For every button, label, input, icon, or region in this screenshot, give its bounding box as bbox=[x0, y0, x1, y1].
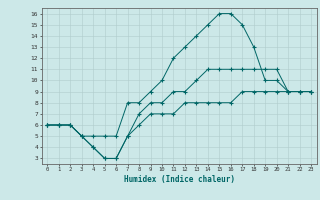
X-axis label: Humidex (Indice chaleur): Humidex (Indice chaleur) bbox=[124, 175, 235, 184]
